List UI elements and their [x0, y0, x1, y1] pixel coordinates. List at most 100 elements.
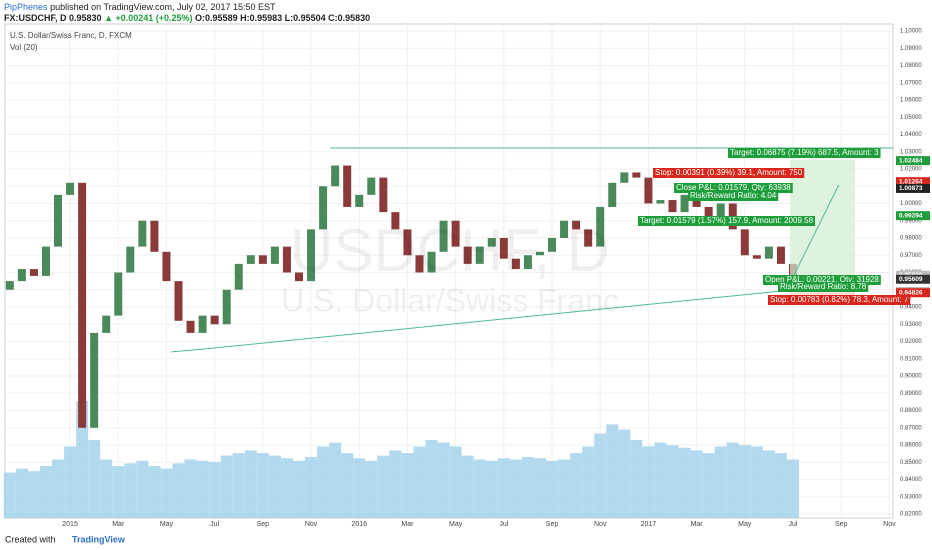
volume-bar	[654, 442, 667, 518]
volume-bar	[570, 453, 583, 518]
volume-bar	[256, 453, 269, 518]
x-tick-label: 2016	[351, 521, 367, 528]
price-tag-label: 0.99294	[899, 212, 923, 219]
price-tag-label: 1.02484	[899, 157, 923, 164]
volume-bar	[473, 459, 486, 518]
y-tick-label: 0.99000	[900, 218, 922, 224]
candle	[174, 281, 183, 321]
volume-bar	[184, 459, 197, 518]
x-tick-label: Mar	[112, 521, 125, 528]
candle	[234, 263, 243, 290]
x-tick-label: Sep	[835, 521, 848, 528]
candle	[391, 212, 400, 230]
candle	[210, 315, 219, 325]
annotation: Target: 0.01579 (1.57%) 157.9, Amount: 2…	[640, 216, 814, 225]
volume-bar	[606, 424, 619, 518]
price-tag-label: 0.94826	[899, 289, 923, 296]
volume-bar	[88, 440, 101, 518]
y-tick-label: 1.02000	[900, 167, 922, 173]
candle	[680, 194, 689, 213]
x-tick-label: Jul	[789, 521, 798, 528]
candle	[343, 165, 352, 207]
x-tick-label: Nov	[594, 521, 607, 528]
y-tick-label: 0.90000	[900, 374, 922, 380]
candle	[608, 182, 617, 207]
volume-bar	[389, 450, 402, 518]
volume-bar	[3, 472, 16, 518]
watermark: USDCHF, D	[290, 217, 610, 284]
candle	[668, 200, 677, 213]
volume-bar	[76, 401, 89, 518]
author[interactable]: PipPhenes	[4, 2, 48, 12]
x-tick-label: Sep	[257, 521, 270, 528]
volume-bar	[449, 446, 462, 518]
volume-bar	[678, 447, 691, 518]
candle	[704, 206, 713, 218]
annotation: Stop: 0.00391 (0.39%) 39.1, Amount: 750	[655, 168, 803, 177]
volume-bar	[268, 455, 281, 518]
volume-bar	[280, 458, 293, 518]
y-tick-label: 0.83000	[900, 494, 922, 500]
x-tick-label: May	[160, 521, 174, 528]
y-tick-label: 0.92000	[900, 339, 922, 345]
annotation: Close P&L: 0.01579, Qty: 63938	[676, 183, 791, 192]
volume-bar	[100, 459, 113, 518]
volume-bar	[244, 450, 257, 518]
y-tick-label: 1.05000	[900, 115, 922, 121]
volume-bar	[124, 463, 137, 518]
annotation-box	[638, 216, 816, 226]
change: ▲ +0.00241 (+0.25%)	[104, 13, 193, 23]
candle	[150, 220, 159, 252]
price-tag	[896, 156, 930, 166]
candle	[415, 255, 424, 273]
annotation-box	[653, 168, 805, 178]
candle	[403, 229, 412, 256]
volume-bar	[437, 442, 450, 518]
y-tick-label: 0.94000	[900, 305, 922, 311]
y-tick-label: 0.84000	[900, 477, 922, 483]
candle	[644, 177, 653, 204]
ohlc: O:0.95589 H:0.95983 L:0.95504 C:0.95830	[195, 13, 371, 23]
candle	[41, 246, 50, 276]
candle	[102, 315, 111, 333]
candle	[572, 220, 581, 230]
x-tick-label: 2015	[62, 521, 78, 528]
candle	[548, 237, 557, 252]
volume-bar	[341, 453, 354, 518]
x-tick-label: Mar	[401, 521, 414, 528]
x-tick-label: 2017	[641, 521, 657, 528]
x-tick-label: May	[738, 521, 752, 528]
volume-bar	[136, 460, 149, 518]
candle	[752, 255, 761, 259]
candle	[282, 246, 291, 273]
y-tick-label: 0.88000	[900, 408, 922, 414]
annotation: Risk/Reward Ratio: 4.04	[690, 191, 777, 200]
volume-bar	[425, 440, 438, 518]
candle	[367, 177, 376, 195]
volume-bar	[533, 458, 546, 518]
volume-bar	[365, 460, 378, 518]
price-tag	[896, 211, 930, 221]
y-tick-label: 1.06000	[900, 98, 922, 104]
candle	[560, 220, 569, 238]
published: published on TradingView.com, July 02, 2…	[50, 2, 276, 12]
x-tick-label: Sep	[546, 521, 559, 528]
volume-bar	[220, 455, 233, 518]
annotation-box	[728, 148, 881, 158]
candle	[17, 269, 26, 282]
footer-brand[interactable]: TradingView	[72, 534, 126, 544]
price-tag	[896, 183, 930, 193]
candle	[740, 229, 749, 256]
y-tick-label: 0.86000	[900, 443, 922, 449]
volume-bar	[27, 471, 40, 518]
annotation: Target: 0.06875 (7.19%) 687.5, Amount: 3	[730, 148, 879, 157]
volume-bar	[172, 463, 185, 518]
candle	[270, 246, 279, 264]
annotation-box	[763, 275, 881, 285]
volume-bar	[485, 460, 498, 518]
candle	[451, 220, 460, 247]
y-tick-label: 1.09000	[900, 46, 922, 52]
chart-title: U.S. Dollar/Swiss Franc, D, FXCM	[10, 31, 132, 40]
y-tick-label: 1.00000	[900, 201, 922, 207]
